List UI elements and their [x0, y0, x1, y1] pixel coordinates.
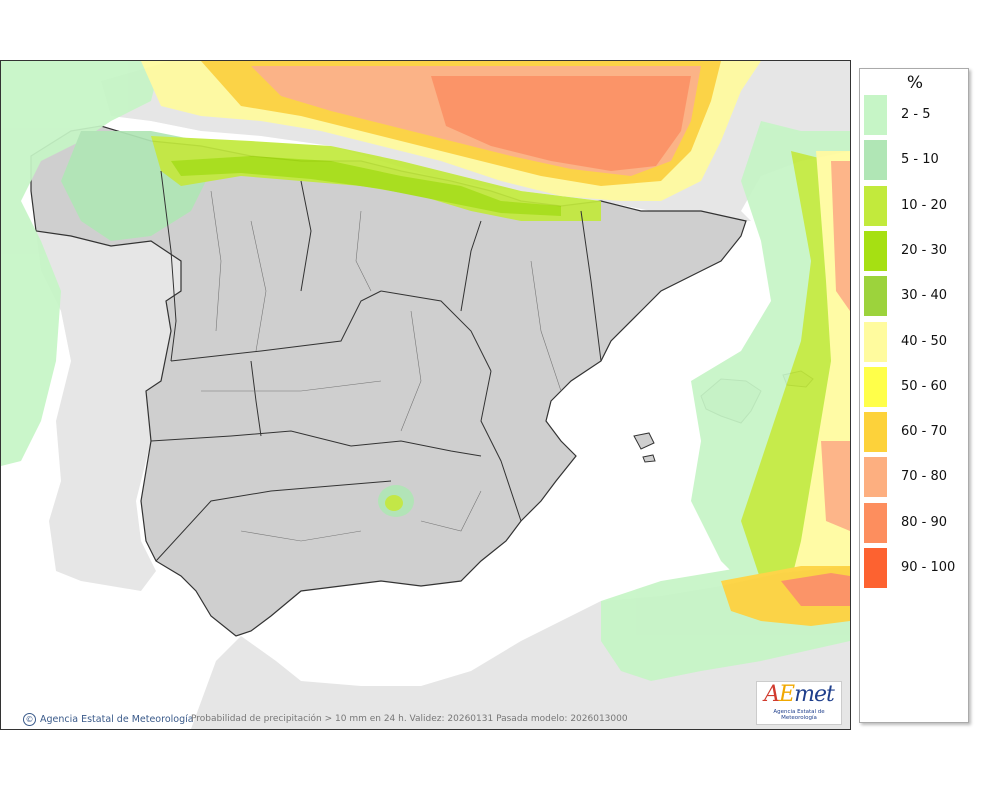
prob-area-80-90-south: [781, 573, 850, 606]
map-frame: © Agencia Estatal de Meteorología Probab…: [0, 60, 851, 730]
legend-label: 70 - 80: [901, 469, 948, 485]
legend-swatch: [864, 412, 887, 453]
credit-text: Agencia Estatal de Meteorología: [40, 714, 194, 725]
prob-area-20-30-band: [171, 156, 561, 216]
legend-item: 30 - 40: [864, 276, 968, 317]
legend-swatch: [864, 548, 887, 588]
legend-swatch: [864, 276, 887, 317]
legend-swatch: [864, 185, 887, 226]
legend-label: 90 - 100: [901, 560, 956, 575]
legend-label: 80 - 90: [901, 514, 948, 530]
map-caption: Probabilidad de precipitación > 10 mm en…: [191, 714, 628, 724]
prob-spot-sierra-nevada-core: [385, 495, 403, 511]
legend-item: 2 - 5: [864, 95, 968, 135]
legend-label: 10 - 20: [901, 197, 948, 213]
legend-item: 80 - 90: [864, 502, 968, 543]
legend-item: 50 - 60: [864, 366, 968, 407]
precipitation-map: [1, 61, 850, 729]
legend-title: %: [906, 73, 924, 93]
logo-mark: AEmet: [764, 682, 835, 707]
credit: © Agencia Estatal de Meteorología: [23, 713, 194, 726]
legend-item: 20 - 30: [864, 230, 968, 271]
legend-swatch: [864, 502, 887, 543]
ibiza: [633, 432, 655, 450]
legend-swatch: [864, 95, 887, 135]
probability-overlay: [1, 61, 850, 681]
legend-label: 2 - 5: [901, 107, 931, 122]
legend-swatch: [864, 321, 887, 362]
prob-area-70-80-east: [831, 161, 850, 311]
prob-area-70-80-east-south: [821, 441, 850, 531]
legend-label: 5 - 10: [901, 152, 939, 168]
legend: % 2 - 5 5 - 10 10 - 20 20 - 30 30 - 40 40 - 5…: [859, 68, 969, 723]
region-borders: [150, 170, 602, 562]
province-borders: [201, 190, 562, 542]
legend-label: 20 - 30: [901, 242, 948, 258]
portugal-land: [36, 231, 181, 591]
legend-item: 5 - 10: [864, 140, 968, 181]
copyright-icon: ©: [23, 713, 36, 726]
legend-swatch: [864, 230, 887, 271]
legend-swatch: [864, 366, 887, 407]
logo-subtitle: Agencia Estatal de Meteorología: [773, 709, 825, 721]
legend-label: 30 - 40: [901, 288, 948, 304]
legend-item: 70 - 80: [864, 457, 968, 498]
legend-label: 60 - 70: [901, 424, 948, 440]
legend-item: 10 - 20: [864, 185, 968, 226]
legend-swatch: [864, 140, 887, 181]
legend-label: 50 - 60: [901, 378, 948, 394]
formentera: [642, 454, 656, 463]
aemet-logo: AEmet Agencia Estatal de Meteorología: [756, 681, 842, 725]
legend-item: 90 - 100: [864, 548, 968, 588]
prob-area-2-5-west: [1, 61, 161, 466]
legend-item: 40 - 50: [864, 321, 968, 362]
prob-area-80-90-north: [431, 76, 691, 171]
legend-swatch: [864, 457, 887, 498]
legend-label: 40 - 50: [901, 333, 948, 349]
legend-item: 60 - 70: [864, 412, 968, 453]
